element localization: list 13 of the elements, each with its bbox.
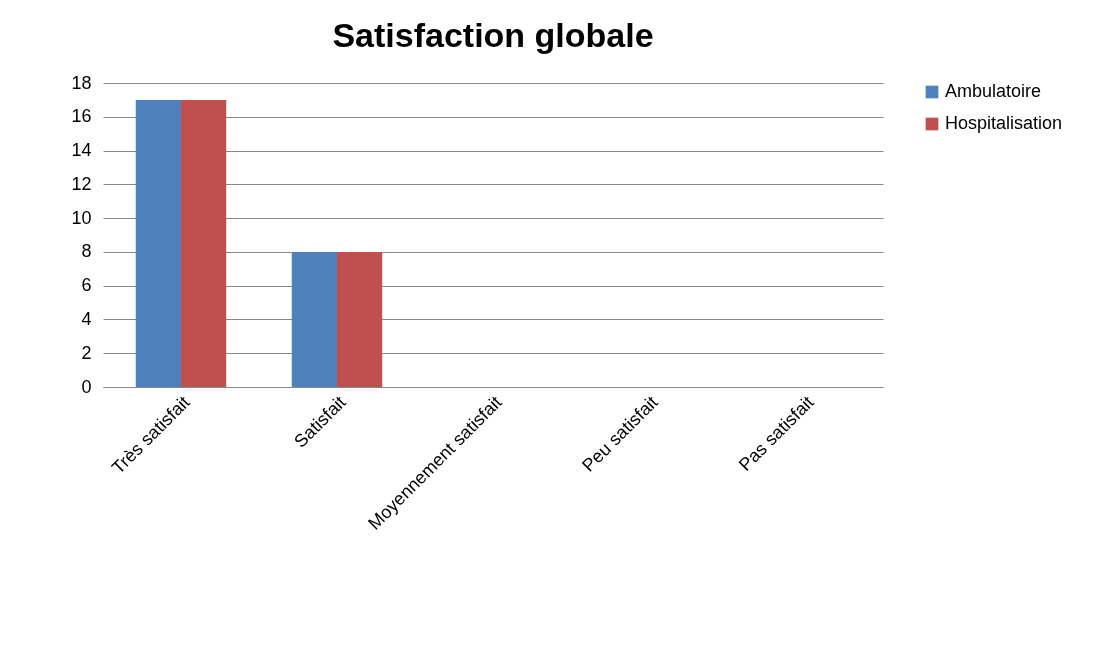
y-tick-label: 10 xyxy=(71,207,92,228)
y-tick-label: 0 xyxy=(81,376,92,397)
legend-label: Hospitalisation xyxy=(945,113,1063,133)
y-tick-label: 14 xyxy=(71,140,92,161)
y-tick-label: 6 xyxy=(81,275,92,296)
y-tick-label: 4 xyxy=(81,308,92,329)
legend-label: Ambulatoire xyxy=(945,81,1042,101)
chart-title: Satisfaction globale xyxy=(332,16,654,54)
y-tick-label: 12 xyxy=(71,173,92,194)
y-tick-label: 16 xyxy=(71,106,92,127)
y-tick-label: 18 xyxy=(71,72,92,93)
y-tick-label: 8 xyxy=(81,241,92,262)
y-tick-label: 2 xyxy=(81,342,92,363)
